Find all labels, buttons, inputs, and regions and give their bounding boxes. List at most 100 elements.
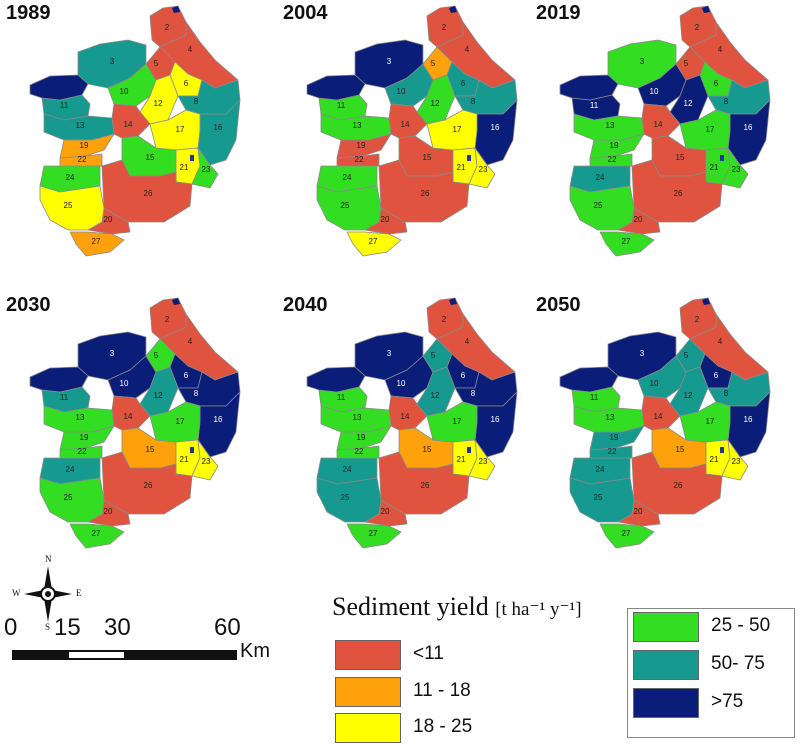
subcatchment-label-27: 27 (92, 529, 101, 538)
subcatchment-label-3: 3 (640, 349, 645, 358)
subcatchment-label-6: 6 (461, 79, 466, 88)
subcatchment-label-23: 23 (479, 165, 488, 174)
legend-title: Sediment yield [t ha⁻¹ y⁻¹] (332, 592, 582, 622)
subcatchment-label-12: 12 (431, 99, 440, 108)
subcatchment-label-15: 15 (146, 153, 155, 162)
subcatchment-label-12: 12 (684, 99, 693, 108)
subcatchment-27 (346, 523, 402, 549)
subcatchment-label-2: 2 (165, 23, 170, 32)
subcatchment-label-15: 15 (676, 153, 685, 162)
legend-label: 18 - 25 (413, 716, 473, 737)
map-year-label: 2030 (6, 294, 51, 316)
subcatchment-label-20: 20 (634, 507, 643, 516)
subcatchment-label-19: 19 (80, 141, 89, 150)
subcatchment-25 (569, 477, 635, 523)
legend-swatch (335, 713, 401, 743)
compass-east-label: E (76, 588, 82, 598)
subcatchment-label-13: 13 (76, 413, 85, 422)
subcatchment-label-16: 16 (214, 415, 223, 424)
map-year-label: 2019 (536, 2, 581, 24)
legend-swatch (633, 612, 699, 642)
legend-label: 50- 75 (711, 653, 765, 674)
subcatchment-label-14: 14 (124, 120, 133, 129)
subcatchment-25 (316, 477, 382, 523)
top-cap-marker (702, 6, 710, 13)
legend-title-text: Sediment yield (332, 592, 489, 621)
subcatchment-label-2: 2 (442, 315, 447, 324)
subcatchment-label-8: 8 (724, 97, 729, 106)
subcatchment-25 (316, 185, 382, 231)
subcatchment-label-21: 21 (457, 163, 466, 172)
subcatchment-23 (191, 147, 219, 189)
compass-north-label: N (45, 554, 52, 564)
subcatchment-label-17: 17 (453, 125, 462, 134)
subcatchment-label-11: 11 (60, 393, 69, 402)
subcatchment-label-23: 23 (202, 457, 211, 466)
subcatchment-label-11: 11 (590, 393, 599, 402)
subcatchment-label-15: 15 (676, 445, 685, 454)
subcatchment-label-13: 13 (353, 121, 362, 130)
subcatchment-label-16: 16 (491, 415, 500, 424)
subcatchment-label-27: 27 (369, 237, 378, 246)
subcatchment-label-21: 21 (710, 163, 719, 172)
compass-west-label: W (12, 588, 21, 598)
subcatchment-label-25: 25 (64, 201, 73, 210)
subcatchment-label-22: 22 (78, 155, 87, 164)
subcatchment-label-10: 10 (650, 87, 659, 96)
subcatchment-26 (378, 451, 470, 515)
subcatchment-23 (468, 147, 496, 189)
subcatchment-26 (631, 159, 723, 223)
subcatchment-label-13: 13 (606, 121, 615, 130)
subcatchment-west-outlet (306, 74, 366, 101)
subcatchment-west-outlet (559, 366, 619, 393)
subcatchment-label-2: 2 (695, 315, 700, 324)
subcatchment-label-13: 13 (353, 413, 362, 422)
subcatchment-17 (426, 401, 478, 443)
subcatchment-23 (191, 439, 219, 481)
subcatchment-label-4: 4 (188, 45, 193, 54)
subcatchment-label-20: 20 (634, 215, 643, 224)
subcatchment-label-5: 5 (431, 351, 436, 360)
subcatchment-label-22: 22 (355, 155, 364, 164)
map-panel-2030: 2030 2 3 4 5 6 8 10 11 12 13 14 15 16 17 19 20 21 22 23 24 2… (0, 292, 260, 572)
subcatchment-label-14: 14 (654, 120, 663, 129)
scale-tick-label: 0 (4, 614, 18, 641)
outlet-marker (190, 155, 194, 161)
subcatchment-label-4: 4 (465, 45, 470, 54)
subcatchment-27 (69, 523, 125, 549)
subcatchment-label-19: 19 (610, 141, 619, 150)
subcatchment-label-3: 3 (640, 57, 645, 66)
legend-swatch (633, 688, 699, 718)
subcatchment-label-12: 12 (684, 391, 693, 400)
subcatchment-label-14: 14 (401, 120, 410, 129)
map-year-label: 2050 (536, 294, 581, 316)
subcatchment-label-17: 17 (706, 417, 715, 426)
subcatchment-label-11: 11 (337, 101, 346, 110)
subcatchment-25 (39, 185, 105, 231)
scale-bar-segment (14, 652, 69, 658)
subcatchment-label-24: 24 (343, 465, 352, 474)
subcatchment-label-19: 19 (80, 433, 89, 442)
subcatchment-label-11: 11 (60, 101, 69, 110)
subcatchment-label-6: 6 (714, 371, 719, 380)
subcatchment-label-25: 25 (594, 493, 603, 502)
map-panel-1989: 1989 2 3 4 5 6 8 10 11 12 13 14 15 16 17 19 20 21 22 23 24 2… (0, 0, 260, 280)
subcatchment-label-25: 25 (64, 493, 73, 502)
legend-label: <11 (413, 643, 444, 664)
subcatchment-label-24: 24 (66, 173, 75, 182)
subcatchment-label-11: 11 (337, 393, 346, 402)
subcatchment-label-26: 26 (421, 189, 430, 198)
subcatchment-label-26: 26 (674, 189, 683, 198)
subcatchment-label-2: 2 (442, 23, 447, 32)
subcatchment-label-26: 26 (421, 481, 430, 490)
subcatchment-label-15: 15 (423, 153, 432, 162)
legend-swatch (335, 640, 401, 670)
subcatchment-label-10: 10 (120, 379, 129, 388)
subcatchment-label-21: 21 (180, 455, 189, 464)
subcatchment-label-19: 19 (357, 141, 366, 150)
scale-tick-label: 60 (214, 614, 241, 641)
subcatchment-label-24: 24 (596, 465, 605, 474)
